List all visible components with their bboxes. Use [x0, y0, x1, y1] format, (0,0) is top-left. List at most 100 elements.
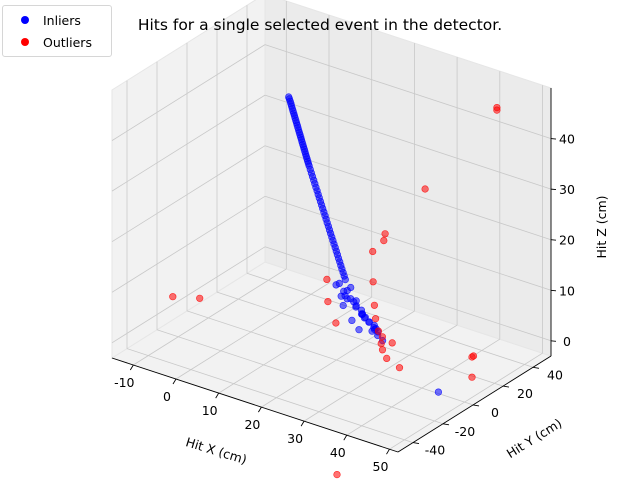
- z-tick-mark: [550, 289, 557, 292]
- legend-label-inliers: Inliers: [43, 12, 81, 28]
- point-outliers: [381, 230, 389, 238]
- point-outliers: [421, 185, 429, 193]
- point-inliers: [355, 326, 363, 334]
- point-outliers: [377, 340, 385, 348]
- x-tick-mark: [343, 434, 348, 441]
- x-tick-mark: [215, 392, 220, 399]
- z-tick-label: 0: [563, 334, 571, 349]
- gridline-x: [218, 296, 372, 394]
- chart-grid: [111, 1, 552, 450]
- point-outliers: [332, 319, 340, 327]
- y-tick-mark: [442, 423, 450, 426]
- gridline-z: [111, 44, 266, 141]
- x-tick-label: 0: [163, 389, 171, 404]
- x-tick-mark: [129, 364, 134, 371]
- point-inliers: [347, 283, 355, 292]
- legend: Inliers Outliers: [2, 5, 112, 57]
- point-outliers: [468, 373, 476, 381]
- z-tick-label: 30: [559, 182, 575, 197]
- legend-item-outliers: Outliers: [9, 33, 92, 51]
- x-tick-mark: [258, 406, 262, 413]
- point-outliers: [333, 471, 341, 479]
- point-outliers: [370, 301, 379, 309]
- point-outliers: [374, 327, 383, 335]
- point-outliers: [369, 247, 377, 256]
- x-tick-label: 30: [287, 431, 303, 446]
- gridline-x: [175, 282, 330, 380]
- y-tick-mark: [472, 404, 480, 407]
- y-tick-mark: [412, 442, 420, 445]
- gridline-x: [389, 352, 543, 450]
- x-tick-label: 10: [202, 403, 218, 418]
- x-tick-label: 50: [373, 459, 389, 474]
- z-tick-mark: [550, 239, 557, 241]
- z-tick-mark: [550, 138, 557, 140]
- y-tick-label: -20: [455, 424, 475, 439]
- point-outliers: [469, 352, 478, 360]
- point-inliers: [350, 298, 358, 306]
- point-outliers: [378, 333, 387, 341]
- y-axis-label: Hit Y (cm): [504, 415, 565, 461]
- point-inliers: [358, 310, 367, 318]
- x-tick-mark: [172, 378, 177, 385]
- gridline-y: [246, 272, 534, 368]
- y-tick-mark: [502, 385, 510, 388]
- z-tick-label: 20: [559, 233, 575, 248]
- point-outliers: [388, 339, 396, 347]
- x-tick-label: 40: [330, 445, 346, 460]
- y-axis-line: [397, 355, 552, 453]
- point-outliers: [372, 315, 380, 323]
- y-tick-label: -40: [425, 443, 445, 458]
- x-axis-line: [111, 357, 399, 453]
- z-tick-label: 40: [559, 132, 575, 147]
- gridline-z: [264, 195, 552, 291]
- z-tick-label: 10: [559, 283, 575, 298]
- point-outliers: [169, 293, 177, 301]
- legend-item-inliers: Inliers: [9, 11, 81, 29]
- point-inliers: [368, 327, 376, 335]
- y-tick-label: 40: [547, 367, 563, 382]
- point-outliers: [369, 278, 377, 286]
- chart-points: [169, 93, 501, 479]
- x-tick-mark: [386, 448, 390, 455]
- point-outliers: [323, 275, 331, 284]
- legend-marker-inliers: [21, 16, 29, 24]
- legend-label-outliers: Outliers: [43, 34, 92, 50]
- x-tick-label: -10: [114, 375, 134, 390]
- point-inliers: [341, 276, 349, 284]
- point-inliers: [365, 318, 374, 326]
- gridline-z: [264, 246, 552, 342]
- gridline-z: [264, 94, 552, 190]
- chart-title: Hits for a single selected event in the …: [138, 16, 502, 34]
- gridline-x: [261, 310, 415, 408]
- point-outliers: [378, 346, 387, 354]
- gridline-y: [156, 329, 444, 425]
- gridline-y: [216, 291, 504, 387]
- x-axis-label: Hit X (cm): [184, 434, 249, 467]
- point-outliers: [196, 294, 204, 302]
- x-tick-label: 20: [244, 417, 260, 432]
- y-tick-label: 20: [517, 386, 533, 401]
- point-inliers: [341, 292, 349, 300]
- chart-axes: [111, 88, 557, 455]
- gridline-z: [111, 94, 266, 192]
- gridline-z: [111, 195, 266, 293]
- point-inliers: [434, 388, 443, 396]
- y-tick-mark: [532, 366, 540, 369]
- gridline-x: [303, 324, 458, 422]
- y-tick-label: 0: [491, 405, 499, 420]
- point-inliers: [335, 279, 343, 288]
- gridline-x: [133, 268, 287, 366]
- gridline-y: [186, 310, 474, 406]
- gridline-z: [111, 246, 266, 344]
- point-outliers: [395, 364, 404, 372]
- chart-tick-labels: -10 0 10 20 30 40 50 -40 -20 0 20 40 0 10 20 30 40: [114, 132, 575, 475]
- legend-marker-outliers: [21, 38, 29, 46]
- gridline-z: [264, 145, 552, 241]
- point-inliers: [339, 301, 347, 310]
- gridline-y: [126, 348, 414, 443]
- z-axis-label: Hit Z (cm): [594, 195, 609, 258]
- gridline-z: [264, 44, 552, 139]
- point-inliers: [348, 316, 356, 325]
